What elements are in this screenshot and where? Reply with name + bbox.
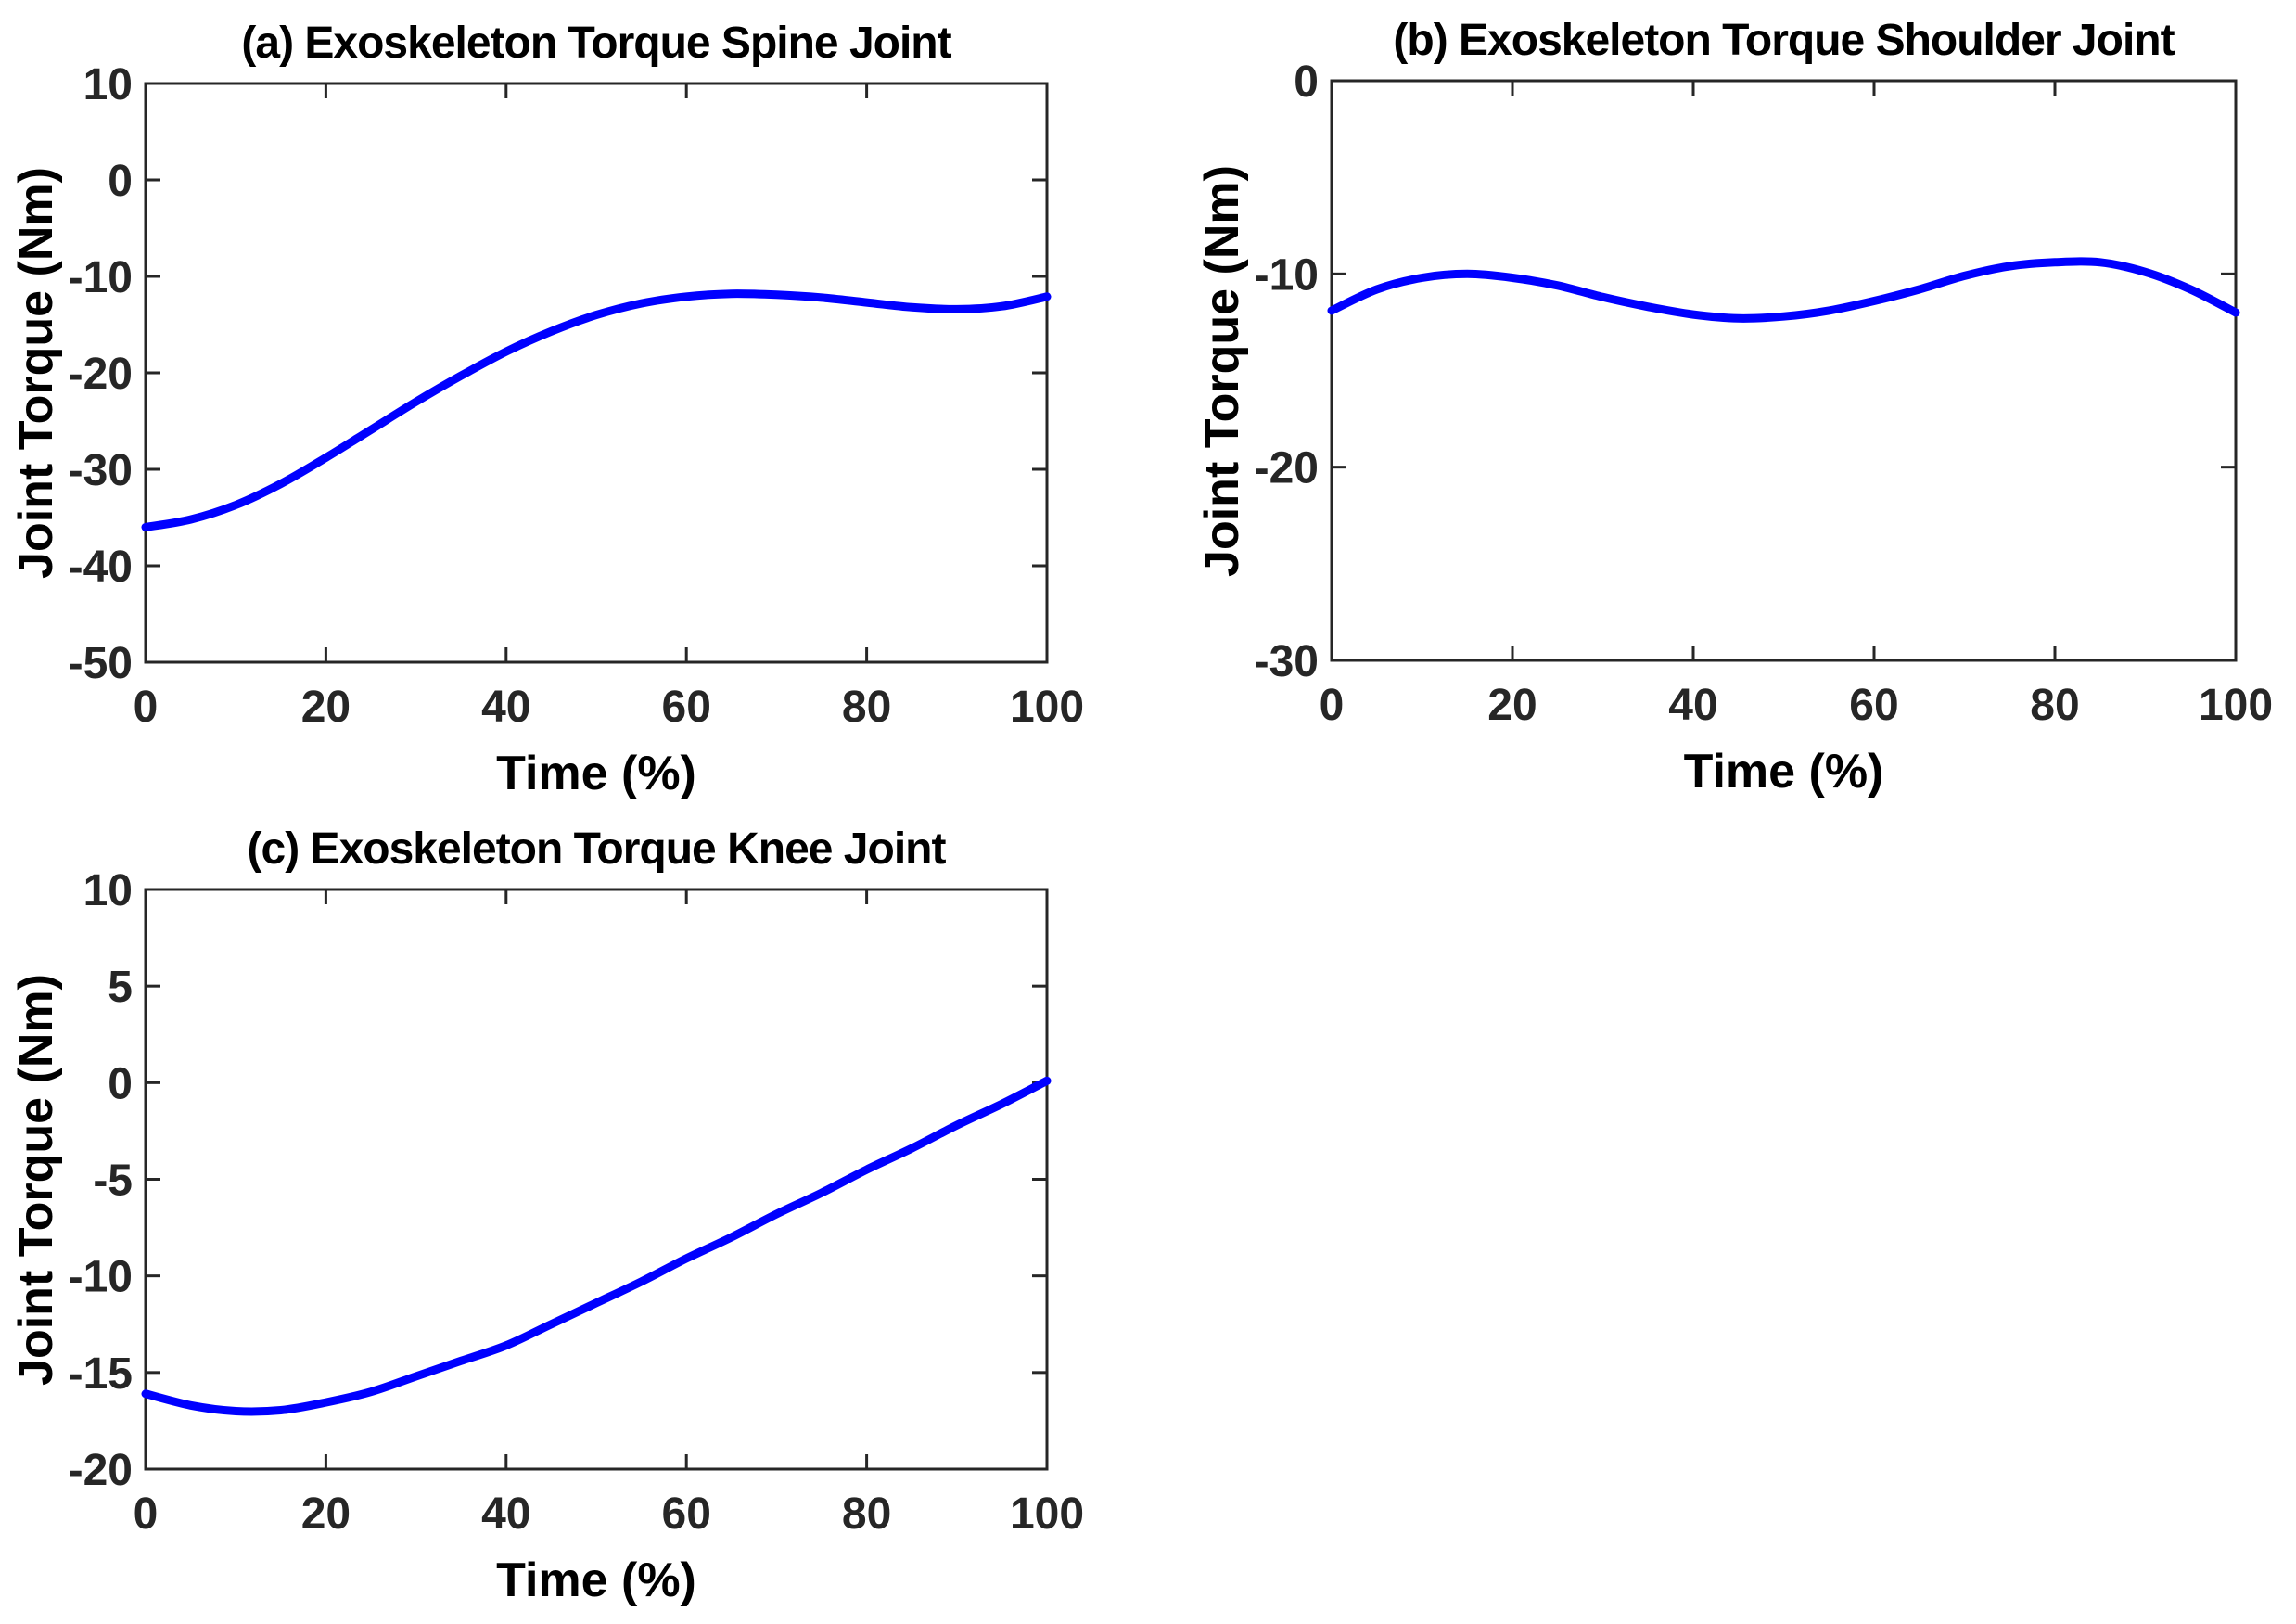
y-tick-label: -20 (69, 350, 133, 399)
y-tick-label: -30 (69, 446, 133, 495)
y-tick-label: -10 (1255, 250, 1319, 300)
x-tick-label: 20 (1487, 681, 1537, 730)
subplot-a-ylabel: Joint Torque (Nm) (9, 167, 63, 579)
subplot-a-title: (a) Exoskeleton Torque Spine Joint (241, 19, 951, 68)
x-tick-label: 100 (1010, 1490, 1084, 1539)
x-tick-label: 60 (662, 1490, 711, 1539)
subplot-b-xlabel: Time (%) (1683, 745, 1884, 799)
x-tick-label: 100 (2199, 681, 2273, 730)
x-tick-label: 60 (1849, 681, 1898, 730)
subplot-c-title: (c) Exoskeleton Torque Knee Joint (247, 825, 947, 874)
y-tick-label: -20 (69, 1446, 133, 1495)
x-tick-label: 0 (134, 683, 159, 732)
y-tick-label: 5 (108, 963, 133, 1012)
subplot-b-ylabel: Joint Torque (Nm) (1195, 164, 1249, 577)
y-tick-label: -15 (69, 1349, 133, 1399)
x-tick-label: 60 (662, 683, 711, 732)
y-tick-label: 0 (108, 1059, 133, 1108)
y-tick-label: 0 (1294, 58, 1319, 107)
y-tick-label: -20 (1255, 444, 1319, 493)
x-tick-label: 40 (481, 1490, 530, 1539)
y-tick-label: 10 (83, 60, 133, 109)
plot-box (1330, 79, 2238, 662)
x-tick-label: 0 (134, 1490, 159, 1539)
subplot-c-ylabel: Joint Torque (Nm) (9, 973, 63, 1386)
x-tick-label: 80 (842, 1490, 891, 1539)
subplot-b-title: (b) Exoskeleton Torque Shoulder Joint (1393, 16, 2175, 65)
plot-box (144, 82, 1049, 664)
y-tick-label: -10 (69, 253, 133, 302)
x-tick-label: 100 (1010, 683, 1084, 732)
x-tick-label: 40 (481, 683, 530, 732)
subplot-b-torque-curve (1327, 257, 2240, 323)
x-tick-label: 0 (1320, 681, 1345, 730)
subplot-a-xlabel: Time (%) (496, 747, 696, 800)
y-tick-label: -50 (69, 639, 133, 688)
subplot-b-plot: 0 20 40 60 80 100 0 -10 -20 -30 (1255, 58, 2273, 730)
x-tick-label: 20 (301, 1490, 351, 1539)
y-tick-label: -30 (1255, 637, 1319, 686)
x-tick-label: 20 (301, 683, 351, 732)
subplot-c-xlabel: Time (%) (496, 1554, 696, 1607)
y-tick-label: 10 (83, 866, 133, 915)
x-tick-label: 80 (842, 683, 891, 732)
y-tick-label: -40 (69, 543, 133, 592)
subplot-a-torque-curve (141, 289, 1052, 531)
plot-box (144, 888, 1049, 1471)
y-tick-label: -5 (93, 1157, 133, 1206)
y-tick-label: 0 (108, 157, 133, 206)
x-tick-label: 40 (1668, 681, 1717, 730)
subplot-c-torque-curve (141, 1076, 1052, 1416)
x-tick-label: 80 (2030, 681, 2079, 730)
y-tick-label: -10 (69, 1253, 133, 1302)
subplot-c-plot: 0 20 40 60 80 100 10 5 0 -5 -10 -15 -20 (69, 866, 1084, 1539)
